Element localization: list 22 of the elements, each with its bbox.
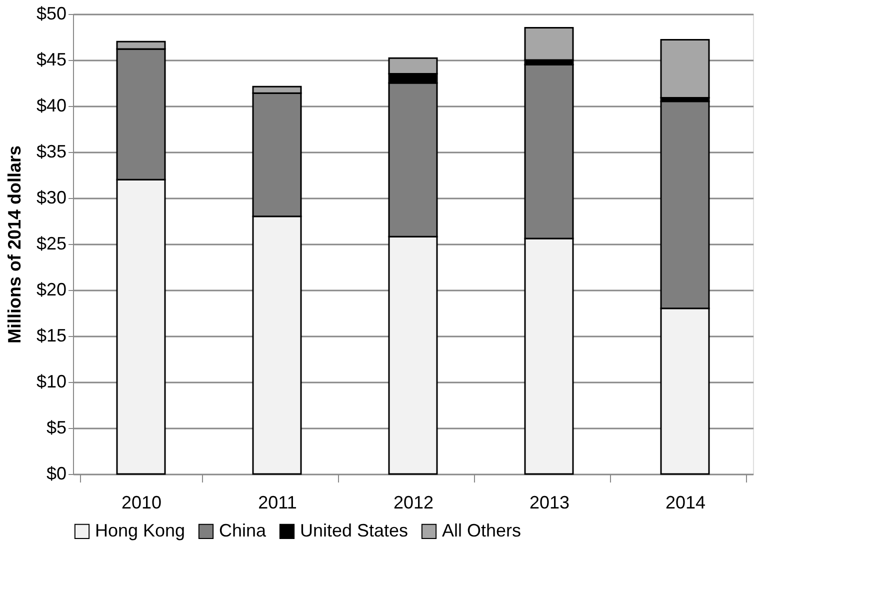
y-tick-label: $15	[36, 326, 66, 346]
y-tick-label: $40	[36, 96, 66, 116]
y-tick-label: $30	[36, 188, 66, 208]
legend-label: All Others	[442, 520, 522, 540]
y-tick-label: $5	[46, 418, 66, 438]
x-tick-label: 2014	[665, 492, 706, 512]
y-tick-label: $10	[36, 372, 66, 392]
y-tick-label: $50	[36, 4, 66, 24]
legend-label: United States	[300, 520, 408, 540]
legend-label: Hong Kong	[95, 520, 186, 540]
y-tick-label: $35	[36, 142, 66, 162]
y-axis-title: Millions of 2014 dollars	[4, 145, 24, 344]
x-tick-label: 2012	[393, 492, 434, 512]
y-tick-label: $45	[36, 50, 66, 70]
x-tick-label: 2013	[529, 492, 570, 512]
y-tick-label: $20	[36, 280, 66, 300]
y-tick-label: $0	[46, 464, 66, 484]
bar	[660, 39, 710, 98]
y-tick-label: $25	[36, 234, 66, 254]
legend-label: China	[219, 520, 268, 540]
x-tick-label: 2010	[121, 492, 162, 512]
x-tick-label: 2011	[258, 492, 297, 512]
